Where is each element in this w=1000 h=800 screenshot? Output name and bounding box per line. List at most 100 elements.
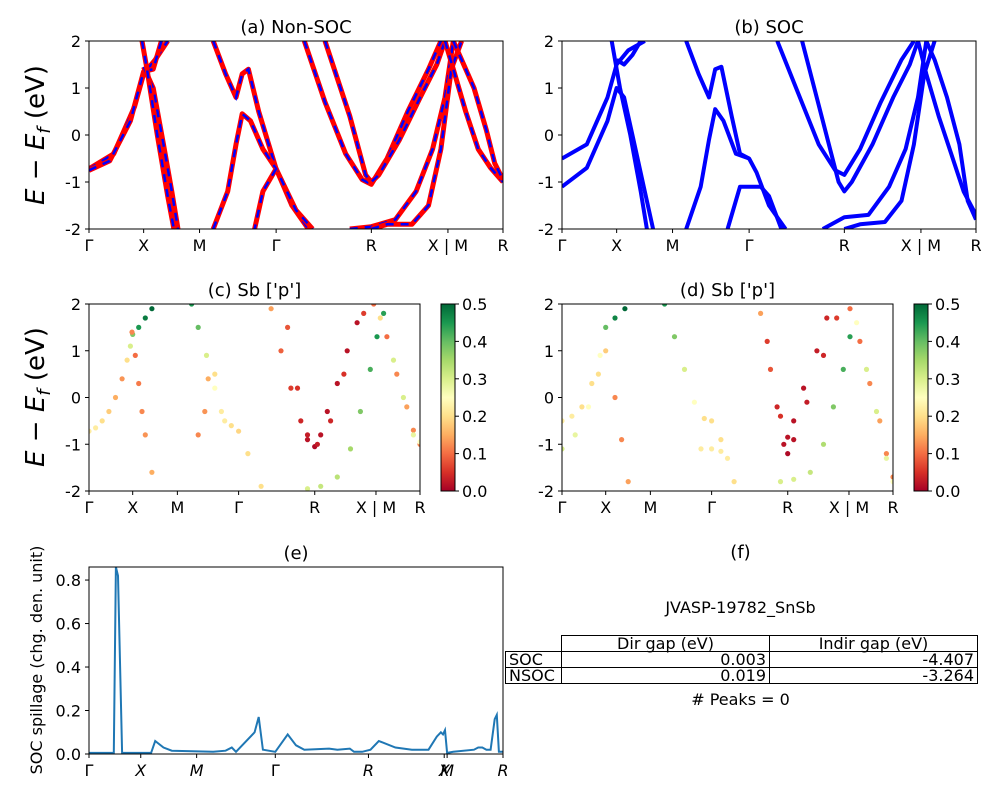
panel-e: (e)0.00.20.40.60.8Γ X M Γ R XM R [56,543,509,780]
panel-title: (c) Sb ['p'] [208,280,302,301]
material-title: JVASP-19782_SnSb [665,598,816,617]
band-line [725,184,784,229]
y-tick-label: 2 [544,295,554,314]
projection-point [328,418,334,424]
band-line-dashed [253,168,278,229]
gap-table-row: NSOC 0.019 -3.264 [505,667,978,684]
y-tick-label: 0 [544,389,554,408]
projection-point [377,315,383,321]
projection-point [195,324,201,330]
band-line [451,41,503,181]
x-tick-label: R [887,498,898,517]
projection-point [820,352,827,358]
y-tick-label: 1 [71,342,81,361]
projection-point [195,432,201,438]
x-tick-label: M [440,761,454,780]
x-tick-label: R [414,498,425,517]
colorbar-tick-label: 0.4 [935,332,960,351]
plot-area [89,41,503,229]
projection-point [288,385,294,391]
projection-point [840,366,846,372]
colorbar-tick-label: 0.1 [935,445,960,464]
projection-point [572,432,578,438]
projection-point [595,371,602,377]
projection-point [698,446,704,452]
band-line-dashed [140,41,176,229]
projection-point [890,479,893,485]
projection-point [124,357,130,363]
spillage-line [89,567,503,754]
projection-point [785,434,791,440]
projection-point [873,408,880,415]
band-line-dashed [212,41,310,229]
projection-point [883,451,890,457]
projection-point [589,380,595,387]
projection-point [718,437,724,443]
y-tick-label: -2 [538,482,554,501]
axes-frame [561,303,894,492]
projection-point [830,404,837,410]
projection-point [417,439,420,445]
y-tick-label: 2 [71,32,81,51]
colorbar-tick-label: 0.3 [462,370,487,389]
projection-point [361,310,367,316]
projection-point [374,334,380,340]
gap-table-header: Dir gap (eV) Indir gap (eV) [505,635,978,652]
x-tick-label: Γ [272,236,281,255]
band-line [684,41,788,229]
x-tick-label: R [309,498,320,517]
panel-title: (b) SOC [734,17,803,38]
projection-point [314,441,320,447]
projection-point [136,380,142,387]
projection-point [603,324,609,330]
x-tick-label: Γ [558,236,567,255]
projection-point [585,404,592,410]
projection-point [404,404,410,410]
projection-point [278,348,284,354]
panel-c: (c) Sb ['p'] -2 -1 0 1 2 Γ X M Γ R X | M R 0.0 0.1 0.2 0… [65,280,487,517]
axes-frame [88,566,504,755]
projection-point [136,324,142,330]
projection-point [804,399,810,405]
colorbar-tick-label: 0.0 [462,482,487,501]
plot-area [89,567,503,754]
projection-point [603,348,609,354]
projection-point [149,306,155,312]
projection-point [99,418,105,424]
peaks-count: # Peaks = 0 [691,690,790,709]
projection-point [701,415,707,422]
y-tick-label: 2 [71,295,81,314]
projection-point [731,479,737,485]
colorbar [913,303,929,492]
y-tick-label: 0.0 [56,745,81,764]
y-tick-label: 1 [71,79,81,98]
projection-point [764,338,770,344]
projection-point [357,408,363,415]
band-line-dashed [443,41,503,183]
colorbar-tick-label: 0.2 [462,407,487,426]
row-label: NSOC [505,667,562,684]
y-tick-label: -1 [538,173,554,192]
projection-point [212,371,218,377]
projection-point [132,352,138,358]
projection-point [294,385,301,391]
projection-point [341,371,347,377]
projection-point [758,310,764,316]
y-tick-label: -1 [65,173,81,192]
colorbar [440,303,456,492]
projection-point [318,483,324,489]
projection-point [724,455,731,461]
projection-point [268,306,274,312]
y-tick-label: -1 [65,435,81,454]
projection-point [662,304,668,307]
colorbar-tick-label: 0.4 [462,332,487,351]
y-tick-label: 0.4 [56,658,81,677]
x-tick-label: X [600,498,611,517]
projection-point [127,343,133,349]
x-tick-label: M [643,498,657,517]
projection-point [334,474,340,480]
colorbar-tick-label: 0.3 [935,370,960,389]
band-line [562,41,646,161]
projection-point [622,306,628,312]
